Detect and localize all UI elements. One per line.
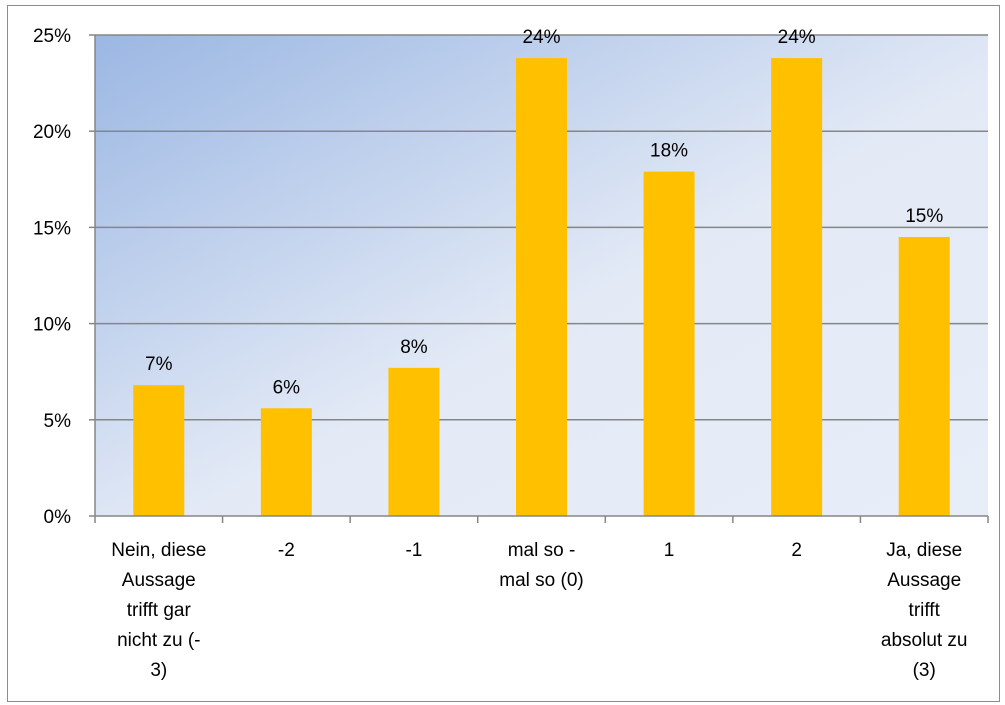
bar — [260, 408, 312, 516]
x-category-label: Nein, diese — [111, 540, 206, 561]
x-category-label: mal so (0) — [499, 570, 583, 591]
axes — [94, 35, 989, 523]
bar — [516, 58, 567, 516]
x-category-label: -1 — [405, 540, 422, 561]
data-label: 8% — [400, 337, 428, 358]
data-label: 24% — [778, 27, 816, 48]
x-category-label: -2 — [278, 540, 295, 561]
x-axis-category-labels: Nein, diese Aussage trifft gar nicht zu (- 3… — [111, 540, 967, 681]
bar — [771, 58, 823, 516]
x-category-label: absolut zu — [881, 630, 968, 651]
x-category-label: trifft — [909, 600, 941, 621]
bar — [133, 385, 185, 516]
y-tick-label: 0% — [44, 507, 72, 528]
data-label: 18% — [650, 141, 688, 162]
x-category-label: Aussage — [122, 570, 196, 591]
x-category-label: (3) — [913, 660, 936, 681]
y-tick-label: 10% — [33, 315, 71, 336]
bars — [133, 58, 950, 516]
x-category-label: 1 — [664, 540, 675, 561]
data-label: 7% — [145, 354, 173, 375]
data-label: 6% — [273, 377, 301, 398]
x-category-label: 2 — [791, 540, 802, 561]
y-axis-tick-labels: 0% 5% 10% 15% 20% 25% — [33, 26, 71, 528]
y-tick-label: 15% — [33, 218, 71, 239]
bar — [388, 367, 440, 516]
x-category-label: trifft gar — [127, 600, 192, 621]
x-category-label: 3) — [150, 660, 167, 681]
x-category-label: nicht zu (- — [117, 630, 200, 651]
x-category-label: mal so - — [508, 540, 576, 561]
x-category-label: Ja, diese — [886, 540, 962, 561]
y-tick-label: 20% — [33, 122, 71, 143]
bar — [898, 237, 950, 516]
data-label: 24% — [522, 27, 560, 48]
bar — [643, 171, 695, 516]
y-tick-label: 25% — [33, 26, 71, 47]
data-label: 15% — [905, 206, 943, 227]
data-labels: 7% 6% 8% 24% 18% 24% 15% — [145, 27, 943, 398]
y-tick-label: 5% — [44, 411, 72, 432]
x-category-label: Aussage — [887, 570, 961, 591]
